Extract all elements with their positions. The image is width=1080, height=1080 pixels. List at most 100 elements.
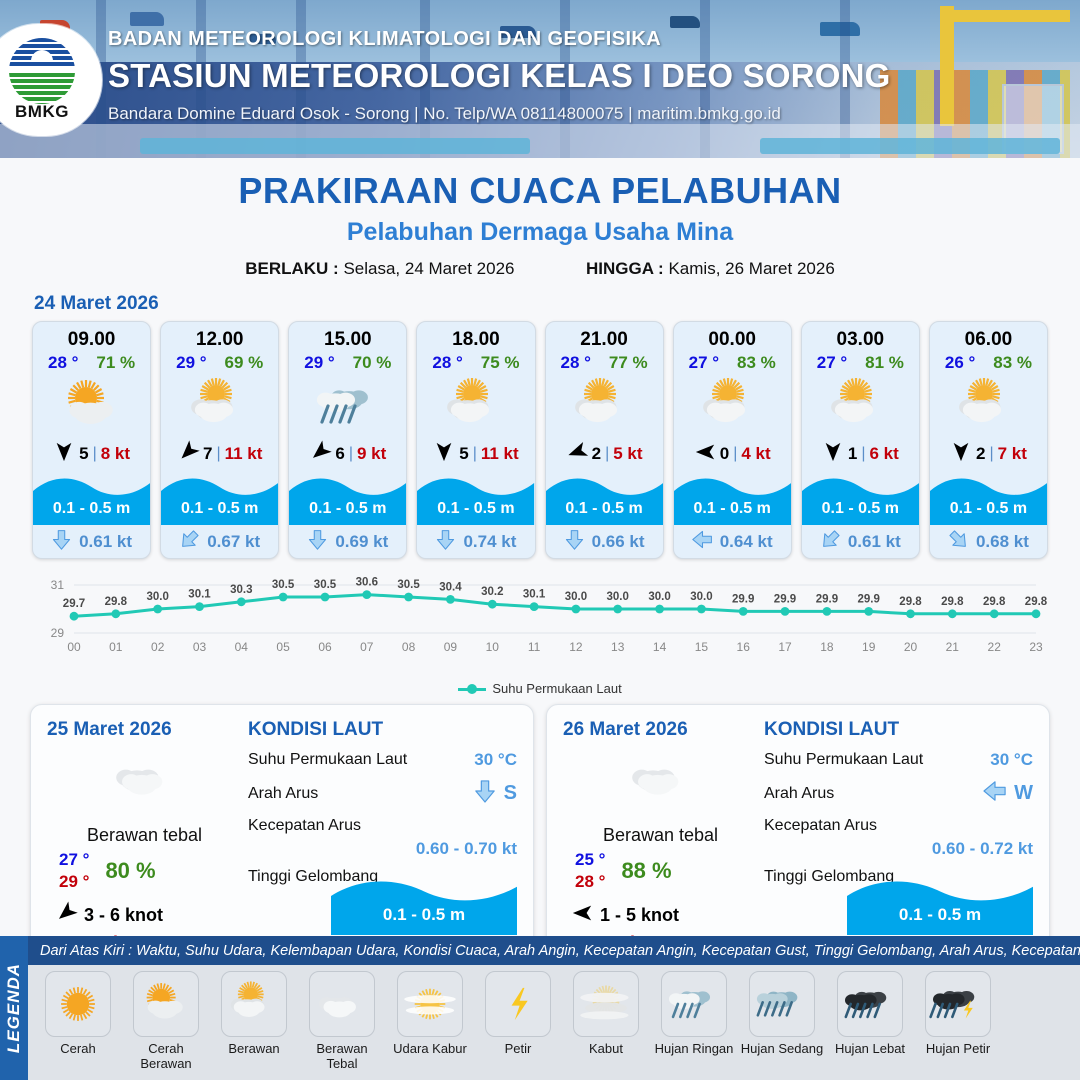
svg-text:19: 19 bbox=[862, 640, 876, 654]
current-direction-icon bbox=[51, 529, 72, 555]
panel-condition: Berawan tebal bbox=[86, 825, 203, 845]
station-contact: Bandara Domine Eduard Osok - Sorong | No… bbox=[108, 104, 781, 123]
current-direction-icon bbox=[692, 529, 713, 555]
valid-from-value: Selasa, 24 Maret 2026 bbox=[343, 259, 515, 278]
wave-height-value: 0.1 - 0.5 m bbox=[309, 500, 387, 517]
current-speed-label: Kecepatan Arus bbox=[764, 817, 877, 834]
current-direction-icon bbox=[948, 529, 969, 555]
hujan-ringan-icon bbox=[289, 375, 406, 437]
panel-temp-min: 25 ° bbox=[575, 850, 606, 869]
bmkg-logo: BMKG bbox=[0, 24, 102, 136]
wave-height-block: 0.1 - 0.5 m bbox=[929, 471, 1047, 525]
panel-wind-direction-icon bbox=[571, 902, 593, 929]
panel-wave-value: 0.1 - 0.5 m bbox=[898, 905, 982, 924]
svg-text:14: 14 bbox=[653, 640, 667, 654]
wave-height-value: 0.1 - 0.5 m bbox=[181, 500, 259, 517]
panel-date: 25 Maret 2026 bbox=[47, 719, 172, 740]
svg-text:22: 22 bbox=[988, 640, 1002, 654]
svg-text:29: 29 bbox=[51, 626, 65, 640]
current-direction-value: W bbox=[1014, 782, 1033, 804]
svg-text:21: 21 bbox=[946, 640, 960, 654]
forecast-card: 21.00 28 ° 77 % 2 | 5 kt 0.1 - 0.5 m 0.66 kt bbox=[544, 321, 664, 559]
card-time: 03.00 bbox=[836, 329, 885, 350]
berawan-tebal-icon bbox=[309, 971, 375, 1037]
wave-height-value: 0.1 - 0.5 m bbox=[52, 500, 131, 517]
svg-text:30.3: 30.3 bbox=[230, 584, 252, 596]
current-direction-label: Arah Arus bbox=[248, 784, 319, 802]
berawan-icon bbox=[674, 375, 791, 437]
svg-text:12: 12 bbox=[569, 640, 583, 654]
svg-text:04: 04 bbox=[235, 640, 249, 654]
card-humidity: 69 % bbox=[224, 353, 264, 372]
wave-height-value: 0.1 - 0.5 m bbox=[437, 500, 515, 517]
current-direction-icon bbox=[564, 529, 585, 555]
title-block: PRAKIRAAN CUACA PELABUHAN Pelabuhan Derm… bbox=[0, 158, 1080, 279]
legend-item: Udara Kabur bbox=[388, 971, 472, 1071]
valid-until-value: Kamis, 26 Maret 2026 bbox=[668, 259, 835, 278]
legend-item: Hujan Sedang bbox=[740, 971, 824, 1071]
svg-text:29.9: 29.9 bbox=[858, 593, 880, 605]
berawan-icon bbox=[221, 971, 287, 1037]
sea-condition-title: KONDISI LAUT bbox=[248, 719, 384, 740]
current-speed-value: 0.68 kt bbox=[975, 531, 1029, 551]
svg-text:30.1: 30.1 bbox=[523, 589, 546, 601]
legend-item-label: Berawan Tebal bbox=[316, 1041, 368, 1071]
svg-text:10: 10 bbox=[486, 640, 500, 654]
legend-item: Hujan Petir bbox=[916, 971, 1000, 1071]
wind-speed-value: 0 bbox=[719, 444, 730, 463]
gust-value: 9 kt bbox=[356, 444, 387, 463]
berawan-icon bbox=[546, 375, 663, 437]
svg-text:29.8: 29.8 bbox=[899, 596, 922, 608]
wind-separator: | bbox=[92, 445, 97, 462]
svg-text:16: 16 bbox=[737, 640, 751, 654]
wind-direction-icon bbox=[950, 441, 972, 468]
wave-label: Tinggi Gelombang bbox=[764, 868, 895, 885]
panel-current-speed-value: 0.60 - 0.70 kt bbox=[415, 839, 517, 858]
gust-value: 8 kt bbox=[100, 444, 131, 463]
card-humidity: 81 % bbox=[865, 353, 904, 372]
sst-label: Suhu Permukaan Laut bbox=[248, 751, 408, 768]
agency-name: BADAN METEOROLOGI KLIMATOLOGI DAN GEOFIS… bbox=[108, 28, 662, 50]
svg-text:30.4: 30.4 bbox=[439, 581, 462, 593]
sst-value: 30 °C bbox=[474, 750, 517, 769]
svg-text:30.5: 30.5 bbox=[272, 579, 295, 591]
wave-height-block: 0.1 - 0.5 m bbox=[801, 471, 919, 525]
card-humidity: 83 % bbox=[737, 353, 776, 372]
current-speed-value: 0.64 kt bbox=[719, 531, 773, 551]
svg-text:30.0: 30.0 bbox=[648, 591, 670, 603]
hujan-lebat-icon bbox=[837, 971, 903, 1037]
panel-current-direction-icon bbox=[474, 779, 496, 808]
forecast-card: 03.00 27 ° 81 % 1 | 6 kt 0.1 - 0.5 m 0.61 kt bbox=[800, 321, 920, 559]
card-time: 15.00 bbox=[324, 329, 372, 350]
svg-text:02: 02 bbox=[151, 640, 165, 654]
valid-until-label: HINGGA : bbox=[585, 259, 664, 278]
current-direction-value: S bbox=[503, 782, 517, 804]
wind-direction-icon bbox=[309, 439, 333, 468]
wind-separator: | bbox=[348, 445, 353, 462]
panel-current-speed-value: 0.60 - 0.72 kt bbox=[931, 839, 1033, 858]
panel-condition: Berawan tebal bbox=[602, 825, 719, 845]
svg-text:05: 05 bbox=[276, 640, 290, 654]
card-temperature: 28 ° bbox=[47, 353, 79, 372]
gust-value: 5 kt bbox=[613, 444, 643, 463]
card-time: 00.00 bbox=[708, 329, 756, 350]
current-speed-label: Kecepatan Arus bbox=[248, 817, 361, 834]
wave-height-block: 0.1 - 0.5 m bbox=[289, 471, 407, 525]
card-temperature: 28 ° bbox=[560, 353, 591, 372]
svg-text:29.7: 29.7 bbox=[63, 598, 85, 610]
forecast-card: 15.00 29 ° 70 % 6 | 9 kt 0.1 - 0.5 m 0.69 kt bbox=[288, 321, 408, 559]
cerah-berawan-icon bbox=[33, 375, 150, 437]
wave-height-block: 0.1 - 0.5 m bbox=[161, 471, 279, 525]
panel-humidity: 88 % bbox=[621, 858, 672, 883]
wave-height-block: 0.1 - 0.5 m bbox=[417, 471, 535, 525]
panel-wave-value: 0.1 - 0.5 m bbox=[382, 905, 466, 924]
svg-text:30.0: 30.0 bbox=[607, 591, 629, 603]
card-time: 12.00 bbox=[195, 329, 244, 350]
daily-forecast-panel: 26 Maret 2026 Berawan tebal 25 ° 28 ° 88 % 1 … bbox=[546, 704, 1050, 953]
berawan-icon bbox=[417, 375, 534, 437]
svg-text:30.0: 30.0 bbox=[147, 591, 169, 603]
legend-item-label: Hujan Sedang bbox=[740, 1041, 824, 1056]
page-title: PRAKIRAAN CUACA PELABUHAN bbox=[238, 170, 842, 211]
legend-item-label: Berawan bbox=[228, 1041, 280, 1056]
panel-humidity: 80 % bbox=[105, 858, 156, 883]
